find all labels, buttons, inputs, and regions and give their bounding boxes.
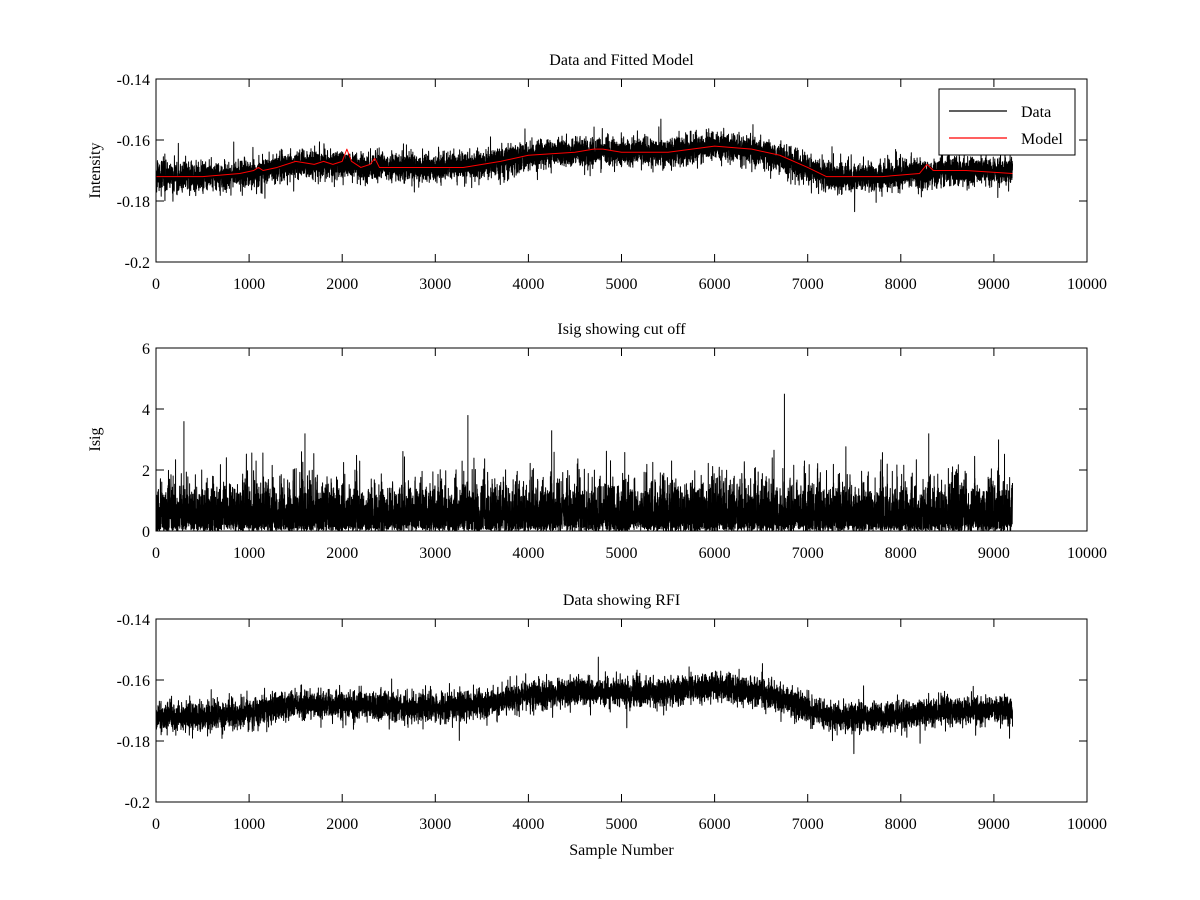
x-tick-label: 8000 (885, 545, 917, 562)
y-axis-label: Intensity (87, 143, 104, 199)
x-tick-label: 3000 (419, 545, 451, 562)
plot-area (156, 656, 1014, 755)
x-tick-label: 8000 (885, 816, 917, 833)
legend-label-model: Model (1021, 131, 1063, 148)
plot-area (156, 118, 1014, 213)
x-tick-label: 10000 (1067, 816, 1107, 833)
subplot-1: 0 1000 2000 3000 4000 5000 6000 7000 8000 9000 100… (87, 52, 1107, 293)
x-tick-label: 1000 (233, 816, 265, 833)
y-tick-label: 0 (142, 524, 150, 541)
x-tick-label: 1000 (233, 545, 265, 562)
y-tick-label: 6 (142, 341, 150, 358)
x-tick-label: 8000 (885, 276, 917, 293)
legend-box (938, 88, 1076, 156)
series-data (156, 656, 1014, 755)
x-tick-label: 6000 (699, 276, 731, 293)
series-model (156, 145, 1013, 178)
x-tick-label: 5000 (606, 545, 638, 562)
x-tick-label: 0 (152, 545, 160, 562)
y-tick-label: -0.18 (117, 194, 150, 211)
x-tick-label: 4000 (512, 816, 544, 833)
chart-title: Data and Fitted Model (549, 52, 694, 69)
x-tick-label: 6000 (699, 816, 731, 833)
x-tick-label: 7000 (792, 276, 824, 293)
x-tick-label: 10000 (1067, 545, 1107, 562)
x-tick-label: 0 (152, 816, 160, 833)
y-tick-label: -0.2 (125, 795, 150, 812)
y-tick-label: -0.2 (125, 255, 150, 272)
x-tick-label: 4000 (512, 545, 544, 562)
legend: Data Model (938, 88, 1076, 156)
y-tick-label: 2 (142, 463, 150, 480)
x-axis-label: Sample Number (569, 842, 674, 859)
y-tick-label: -0.16 (117, 133, 150, 150)
x-tick-label: 10000 (1067, 276, 1107, 293)
x-tick-label: 7000 (792, 545, 824, 562)
x-tick-label: 4000 (512, 276, 544, 293)
x-tick-label: 9000 (978, 545, 1010, 562)
x-tick-label: 5000 (606, 276, 638, 293)
subplot-2: 0 1000 2000 3000 4000 5000 6000 7000 8000 9000 100… (87, 321, 1107, 562)
legend-label-data: Data (1021, 104, 1051, 121)
x-tick-label: 6000 (699, 545, 731, 562)
y-tick-label: -0.14 (117, 612, 150, 629)
y-tick-label: -0.16 (117, 673, 150, 690)
x-tick-label: 2000 (326, 816, 358, 833)
x-tick-label: 3000 (419, 276, 451, 293)
x-tick-label: 9000 (978, 816, 1010, 833)
x-tick-label: 1000 (233, 276, 265, 293)
x-tick-label: 9000 (978, 276, 1010, 293)
x-tick-label: 0 (152, 276, 160, 293)
series-isig (156, 446, 1014, 531)
plot-area (156, 393, 1014, 531)
series-data (156, 118, 1014, 213)
x-tick-label: 5000 (606, 816, 638, 833)
subplot-3: 0 1000 2000 3000 4000 5000 6000 7000 8000 9000 100… (117, 592, 1107, 859)
x-tick-label: 2000 (326, 545, 358, 562)
y-tick-label: -0.14 (117, 72, 150, 89)
y-tick-label: -0.18 (117, 734, 150, 751)
y-axis-label: Isig (87, 428, 104, 452)
chart-title: Data showing RFI (563, 592, 680, 609)
y-tick-label: 4 (142, 402, 150, 419)
x-tick-label: 2000 (326, 276, 358, 293)
x-tick-label: 7000 (792, 816, 824, 833)
chart-title: Isig showing cut off (557, 321, 686, 338)
x-tick-label: 3000 (419, 816, 451, 833)
